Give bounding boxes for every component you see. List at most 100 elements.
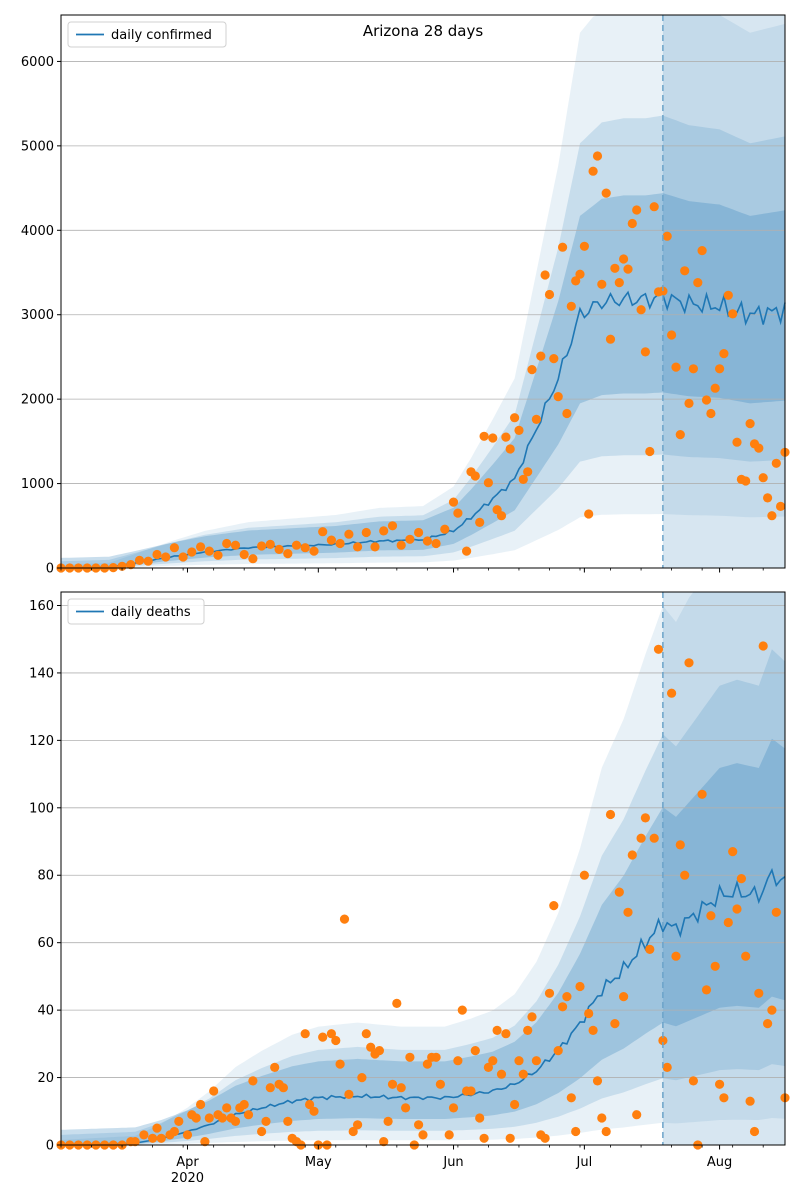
confidence-band <box>61 738 785 1145</box>
data-point <box>658 286 668 296</box>
y-tick-label: 140 <box>29 666 54 681</box>
data-point <box>353 1120 363 1130</box>
data-point <box>723 290 733 300</box>
data-point <box>627 218 637 229</box>
data-point <box>379 526 389 536</box>
data-point <box>619 254 629 264</box>
data-point <box>688 364 699 374</box>
data-point <box>300 543 310 553</box>
data-point <box>509 1099 520 1110</box>
data-point <box>492 1025 502 1035</box>
confidence-bands-deaths <box>61 592 785 1145</box>
data-point <box>754 988 764 998</box>
data-point <box>715 364 725 374</box>
data-point <box>575 269 585 279</box>
data-points-confirmed <box>56 151 790 573</box>
data-point <box>728 847 738 857</box>
data-point <box>405 534 415 544</box>
x-tick-label: Jun <box>442 1155 463 1170</box>
data-point <box>457 1005 467 1015</box>
data-point <box>422 536 432 546</box>
data-point <box>126 560 136 570</box>
data-point <box>200 1137 210 1147</box>
data-point <box>462 546 472 556</box>
data-point <box>488 433 498 443</box>
data-point <box>645 944 655 955</box>
data-point <box>605 334 616 344</box>
data-point <box>649 833 659 843</box>
data-point <box>444 1130 454 1140</box>
data-point <box>588 1025 598 1035</box>
data-point <box>662 231 672 241</box>
data-point <box>130 1137 140 1147</box>
data-point <box>348 1126 358 1137</box>
data-point <box>715 1079 725 1089</box>
data-point <box>745 1096 755 1106</box>
data-point <box>196 542 206 552</box>
data-point <box>741 951 751 961</box>
data-point <box>505 444 515 454</box>
data-point <box>196 1099 206 1110</box>
data-point <box>571 1126 581 1137</box>
data-point <box>239 1099 249 1110</box>
data-point <box>335 538 345 549</box>
data-point <box>767 1005 777 1015</box>
data-point <box>732 437 742 447</box>
confidence-band <box>61 15 785 568</box>
data-point <box>213 550 223 560</box>
data-point <box>640 347 651 357</box>
data-point <box>448 1103 459 1113</box>
data-point <box>387 1079 398 1089</box>
data-point <box>152 549 162 560</box>
data-point <box>763 493 773 503</box>
x-tick-label: Apr <box>176 1155 199 1170</box>
data-point <box>763 1019 773 1029</box>
data-point <box>584 1008 594 1019</box>
data-point <box>671 951 681 961</box>
data-point <box>305 1099 315 1110</box>
data-point <box>605 809 616 820</box>
data-point <box>204 546 214 556</box>
data-point <box>191 1113 201 1123</box>
data-point <box>758 473 768 483</box>
data-point <box>152 1123 162 1133</box>
data-point <box>370 542 380 552</box>
data-point <box>209 1086 219 1096</box>
data-point <box>475 517 485 528</box>
data-point <box>379 1137 389 1147</box>
data-point <box>453 1056 463 1066</box>
data-point <box>431 538 441 549</box>
data-point <box>265 539 275 550</box>
data-point <box>719 349 729 359</box>
y-tick-label: 1000 <box>21 477 54 492</box>
legend-box <box>67 21 227 48</box>
data-point <box>134 555 145 566</box>
data-point <box>248 554 258 564</box>
data-point <box>553 1046 563 1056</box>
data-point <box>182 1130 193 1140</box>
data-point <box>675 840 685 850</box>
data-point <box>344 1089 354 1099</box>
data-point <box>222 1103 232 1113</box>
legend-deaths: daily deaths <box>67 598 205 625</box>
data-point <box>732 904 742 914</box>
data-point <box>483 1062 493 1072</box>
grid-confirmed <box>61 61 785 484</box>
data-point <box>488 1056 498 1066</box>
data-point <box>675 430 685 440</box>
data-point <box>374 1046 384 1056</box>
data-point <box>706 911 716 921</box>
confidence-band <box>61 592 785 1145</box>
data-point <box>204 1113 214 1123</box>
data-point <box>575 981 585 992</box>
data-point <box>649 202 659 212</box>
data-point <box>697 246 707 256</box>
legend-label-deaths: daily deaths <box>111 605 191 620</box>
data-point <box>453 508 463 518</box>
data-point <box>483 478 493 488</box>
data-point <box>558 242 568 252</box>
data-point <box>431 1052 441 1062</box>
data-point <box>527 365 537 375</box>
chart-title: Arizona 28 days <box>363 22 484 40</box>
